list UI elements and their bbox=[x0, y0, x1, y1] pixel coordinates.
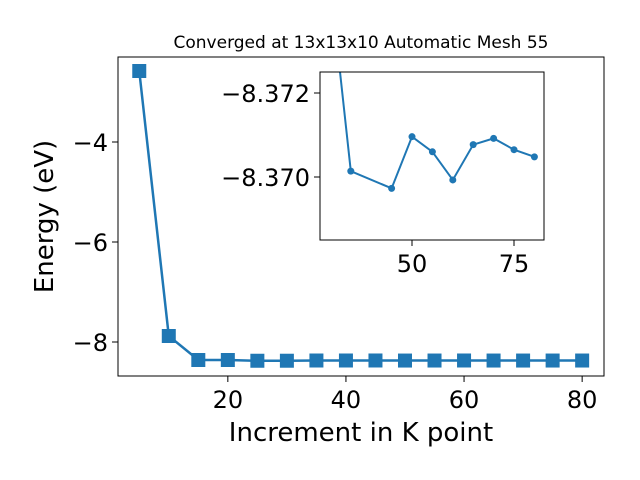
data-marker bbox=[408, 133, 416, 141]
plot-frame bbox=[319, 71, 545, 241]
x-tick-label: 40 bbox=[331, 386, 362, 414]
x-tick-label: 80 bbox=[567, 386, 598, 414]
x-tick-label: 50 bbox=[397, 250, 428, 278]
x-tick-label: 75 bbox=[499, 250, 530, 278]
data-marker bbox=[220, 353, 235, 367]
data-line bbox=[339, 72, 535, 190]
y-axis-label: Energy (eV) bbox=[30, 140, 60, 293]
data-marker bbox=[530, 153, 538, 161]
data-marker bbox=[575, 353, 590, 368]
data-marker bbox=[250, 353, 265, 368]
data-marker bbox=[279, 353, 294, 368]
data-marker bbox=[309, 353, 324, 368]
data-marker bbox=[161, 329, 176, 343]
data-marker bbox=[428, 148, 436, 156]
data-marker bbox=[510, 146, 518, 154]
chart-title: Converged at 13x13x10 Automatic Mesh 55 bbox=[174, 33, 549, 53]
y-tick-label: −8.372 bbox=[221, 80, 310, 108]
data-marker bbox=[545, 353, 560, 368]
data-marker bbox=[347, 167, 355, 175]
data-marker bbox=[368, 353, 383, 368]
data-marker bbox=[132, 64, 147, 78]
data-marker bbox=[397, 353, 412, 368]
y-tick-label: −6 bbox=[73, 229, 108, 257]
y-tick-label: −4 bbox=[73, 129, 108, 157]
data-marker bbox=[457, 353, 472, 368]
plot-area bbox=[132, 64, 590, 368]
x-axis-label: Increment in K point bbox=[229, 418, 493, 448]
data-marker bbox=[516, 353, 531, 368]
data-marker bbox=[338, 353, 353, 368]
plot-area bbox=[339, 72, 538, 192]
data-marker bbox=[388, 184, 396, 192]
data-marker bbox=[469, 141, 477, 149]
x-tick-label: 20 bbox=[213, 386, 244, 414]
y-tick-label: −8 bbox=[73, 329, 108, 357]
data-marker bbox=[449, 176, 457, 184]
data-marker bbox=[427, 353, 442, 368]
x-tick-label: 60 bbox=[449, 386, 480, 414]
y-tick-label: −8.370 bbox=[221, 164, 310, 192]
plot-background bbox=[320, 72, 544, 240]
data-marker bbox=[191, 353, 206, 367]
data-line bbox=[138, 70, 583, 363]
data-marker bbox=[490, 134, 498, 142]
plot-frame bbox=[117, 56, 605, 377]
data-marker bbox=[486, 353, 501, 368]
